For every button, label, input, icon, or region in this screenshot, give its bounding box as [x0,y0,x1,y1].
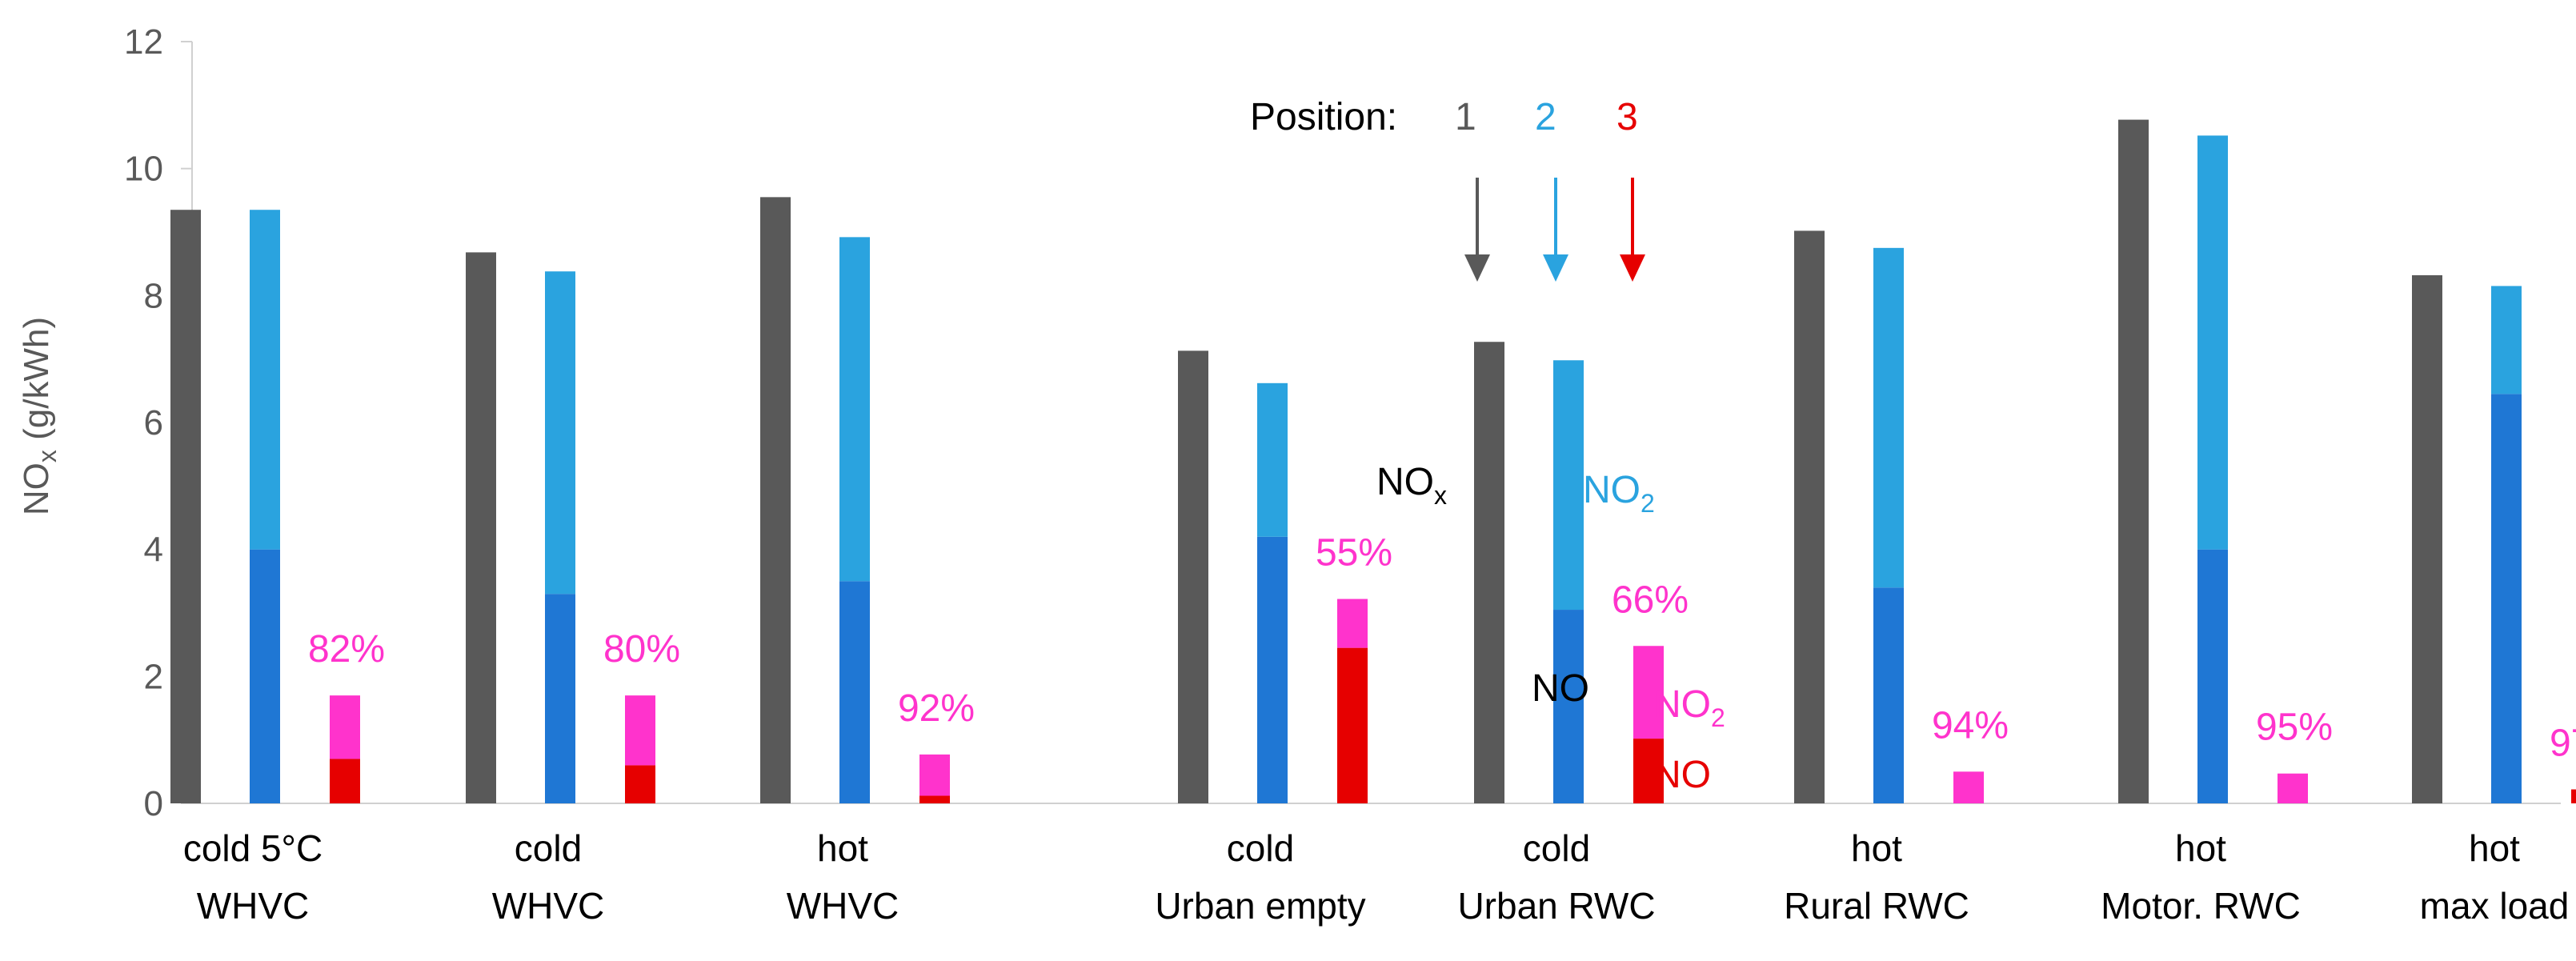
category-label-line2: Motor. RWC [2101,885,2301,927]
category-label-line1: hot [2175,827,2226,869]
percent-label: 97% [2550,723,2576,765]
percent-label: 55% [1316,532,1392,575]
category-label-line2: WHVC [787,885,899,927]
arrow-position-2-icon [1543,178,1568,282]
y-tick-label: 10 [124,150,163,189]
percent-label: 82% [308,628,385,671]
bar-position-2-no2 [2491,286,2522,394]
bar-position-3-no [625,765,655,803]
bar-position-3-no2 [1953,771,1984,803]
bar-position-2-no [839,581,870,803]
bar-position-2-no [545,594,575,803]
bar-position-2-no [1873,587,1904,803]
category-label-line2: Urban empty [1155,885,1365,927]
percent-label: 95% [2256,707,2333,749]
category-label-line1: hot [2469,827,2520,869]
bar-position-2-no [1257,536,1288,803]
bar-position-1-nox [1794,230,1825,803]
bar-position-2-no [2197,549,2228,803]
bar-position-3-no [330,759,360,803]
category-label-line1: cold 5°C [183,827,323,869]
percent-label: 66% [1612,579,1689,621]
bar-position-2-no2 [839,237,870,582]
bar-position-2-no2 [2197,135,2228,550]
category-label-line1: hot [1851,827,1902,869]
y-tick-label: 6 [144,403,163,442]
legend-title: Position: [1250,96,1397,138]
bar-position-1-nox [760,197,791,803]
legend-position-2: 2 [1535,96,1556,138]
percent-label: 92% [898,687,975,730]
legend-position-3: 3 [1617,96,1638,138]
bar-position-2-no2 [1873,247,1904,588]
bar-position-3-no [919,795,950,803]
bar-position-3-no2 [625,695,655,766]
position-legend: Position: 1 2 3 [1250,96,1645,282]
arrow-position-3-icon [1620,178,1645,282]
bar-position-3-no [2571,789,2576,803]
annotation-no2-blue: NO2 [1583,469,1655,518]
legend-position-1: 1 [1455,96,1476,138]
category-label-line1: cold [515,827,582,869]
y-tick-label: 8 [144,276,163,315]
bar-position-2-no [250,549,280,803]
category-label-line2: Urban RWC [1457,885,1655,927]
bar-position-1-nox [1474,342,1504,803]
bar-position-2-no2 [545,271,575,595]
percent-label: 94% [1932,704,2009,747]
bar-position-3-no2 [919,754,950,796]
bar-position-3-no [1633,739,1664,803]
bar-position-2-no2 [250,210,280,550]
category-label-line2: Rural RWC [1784,885,1969,927]
category-labels: cold 5°C WHVC cold WHVC hot WHVC cold Urban emp… [183,827,2570,927]
category-label-line1: hot [817,827,868,869]
bar-position-2-no [2491,394,2522,803]
category-label-line2: max load [2420,885,2570,927]
bar-position-1-nox [2118,119,2149,803]
annotation-no-black: NO [1532,667,1589,710]
bar-position-3-no2 [1337,599,1368,648]
category-label-line1: cold [1523,827,1590,869]
bar-position-1-nox [1178,350,1208,803]
y-tick-label: 12 [124,22,163,62]
bar-position-3-no2 [1633,646,1664,739]
percent-labels: 82% 80% 92% 55% 66% 94% 95% 97% [308,532,2576,765]
bar-position-2-no [1553,610,1584,803]
y-tick-label: 0 [144,784,163,823]
bar-position-1-nox [2412,274,2442,803]
category-label-line2: WHVC [492,885,605,927]
y-tick-label: 4 [144,531,163,570]
bar-position-2-no2 [1257,382,1288,537]
annotation-no2-pink: NO2 [1653,683,1725,732]
category-label-line2: WHVC [197,885,310,927]
bar-position-1-nox [466,252,496,803]
bar-position-2-no2 [1553,360,1584,611]
y-axis-title: NOx (g/kWh) [17,317,62,515]
annotation-no-red: NO [1653,754,1711,796]
bar-position-3-no [1337,647,1368,803]
bar-position-3-no2 [330,695,360,759]
bar-position-1-nox [170,210,201,803]
percent-label: 80% [603,628,680,671]
category-label-line1: cold [1227,827,1294,869]
arrow-position-1-icon [1464,178,1490,282]
bars-group [170,119,2576,803]
annotation-nox: NOx [1376,461,1447,510]
bar-position-3-no2 [2278,773,2308,803]
y-tick-label: 2 [144,657,163,696]
